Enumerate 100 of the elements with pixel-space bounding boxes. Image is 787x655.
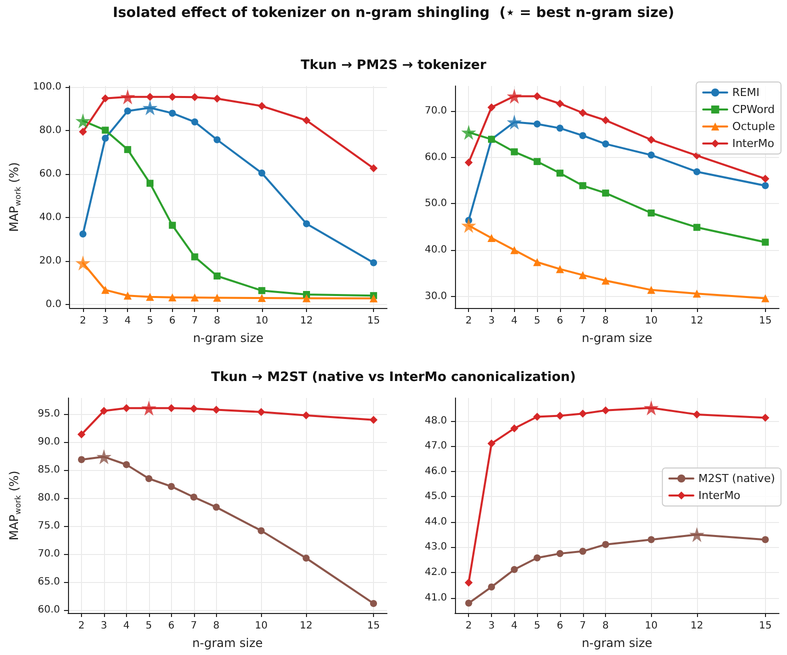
y-tick-label: 75.0	[38, 520, 60, 532]
y-tick-label: 40.0	[424, 244, 447, 256]
point	[190, 294, 199, 302]
point	[602, 276, 610, 285]
legend-label: Octuple	[732, 120, 776, 133]
point	[602, 140, 610, 148]
point	[167, 404, 176, 412]
point	[78, 456, 85, 464]
point	[579, 548, 586, 555]
y-tick-label: 70.0	[38, 548, 60, 560]
y-tick-label: 40.0	[39, 212, 62, 224]
point	[146, 92, 154, 101]
point	[510, 148, 518, 156]
x-tick-label: 6	[168, 620, 175, 632]
x-tick-label: 15	[758, 620, 772, 632]
y-tick-label: 80.0	[39, 125, 62, 136]
point	[302, 554, 310, 562]
x-tick-label: 2	[466, 620, 472, 632]
point	[258, 294, 266, 302]
x-axis-title: n-gram size	[582, 331, 652, 345]
point	[124, 292, 132, 300]
point	[122, 461, 130, 468]
x-tick-label: 5	[146, 316, 154, 326]
point	[101, 94, 110, 102]
x-tick-label: 7	[580, 316, 586, 326]
point	[510, 246, 518, 254]
y-tick-label: 30.0	[424, 290, 447, 302]
point	[168, 222, 176, 229]
y-tick-label: 95.0	[38, 408, 60, 420]
x-axis-title: n-gram size	[582, 636, 652, 650]
x-tick-label: 15	[758, 316, 772, 326]
point	[602, 540, 610, 548]
point	[510, 424, 518, 432]
y-axis-title: MAPwork (%)	[7, 470, 22, 540]
point	[578, 271, 587, 280]
point	[146, 292, 154, 301]
x-tick-label: 6	[556, 316, 564, 326]
legend-label: InterMo	[732, 137, 775, 150]
point	[213, 94, 222, 103]
y-tick-label: 45.0	[424, 491, 447, 502]
x-tick-label: 6	[169, 316, 176, 326]
point	[302, 411, 310, 420]
y-tick-label: 60.0	[38, 604, 60, 616]
point	[190, 494, 198, 501]
x-tick-label: 3	[488, 316, 495, 326]
x-tick-label: 8	[214, 316, 220, 326]
point	[190, 93, 199, 102]
y-tick-label: 46.0	[424, 466, 447, 477]
point	[370, 600, 378, 607]
point	[602, 116, 610, 124]
y-tick-label: 42.0	[424, 567, 447, 578]
point	[556, 550, 564, 558]
point	[124, 108, 132, 115]
x-tick-label: 10	[644, 316, 658, 326]
legend-label: M2ST (native)	[698, 472, 776, 485]
point	[534, 158, 541, 166]
point	[556, 124, 564, 132]
y-tick-label: 85.0	[38, 464, 60, 476]
x-tick-label: 12	[690, 620, 704, 632]
point	[762, 238, 769, 246]
x-tick-label: 5	[534, 620, 540, 632]
legend-label: InterMo	[698, 489, 741, 502]
point	[168, 92, 176, 101]
point	[212, 406, 220, 414]
y-tick-label: 60.0	[424, 152, 447, 163]
point	[762, 536, 769, 544]
point	[533, 412, 542, 421]
x-tick-label: 5	[146, 620, 152, 632]
y-tick-label: 100.0	[32, 82, 62, 93]
point	[488, 103, 496, 112]
legend-label: CPWord	[732, 103, 775, 116]
x-tick-label: 7	[192, 316, 198, 326]
point	[692, 410, 701, 418]
x-tick-label: 4	[123, 620, 130, 632]
y-tick-label: 41.0	[424, 592, 447, 604]
point	[258, 287, 266, 294]
point	[100, 406, 108, 415]
y-tick-label: 44.0	[424, 516, 447, 528]
point	[214, 136, 221, 144]
point	[533, 258, 542, 266]
point	[556, 100, 564, 108]
chart-subtitle: Tkun → M2ST (native vs InterMo canonicalization)	[210, 370, 577, 385]
point	[533, 92, 542, 100]
x-tick-label: 10	[644, 620, 658, 632]
y-tick-label: 65.0	[38, 576, 60, 588]
point	[556, 412, 564, 420]
point	[124, 146, 132, 154]
point	[302, 294, 311, 302]
point	[213, 294, 222, 302]
point	[488, 583, 496, 590]
x-tick-label: 3	[100, 620, 108, 632]
point	[510, 566, 518, 573]
point	[692, 290, 701, 298]
point	[647, 286, 656, 294]
x-tick-label: 7	[580, 620, 586, 632]
point	[370, 259, 378, 266]
point	[534, 554, 541, 562]
point	[761, 414, 770, 422]
point	[77, 430, 86, 438]
x-tick-label: 12	[690, 316, 704, 326]
